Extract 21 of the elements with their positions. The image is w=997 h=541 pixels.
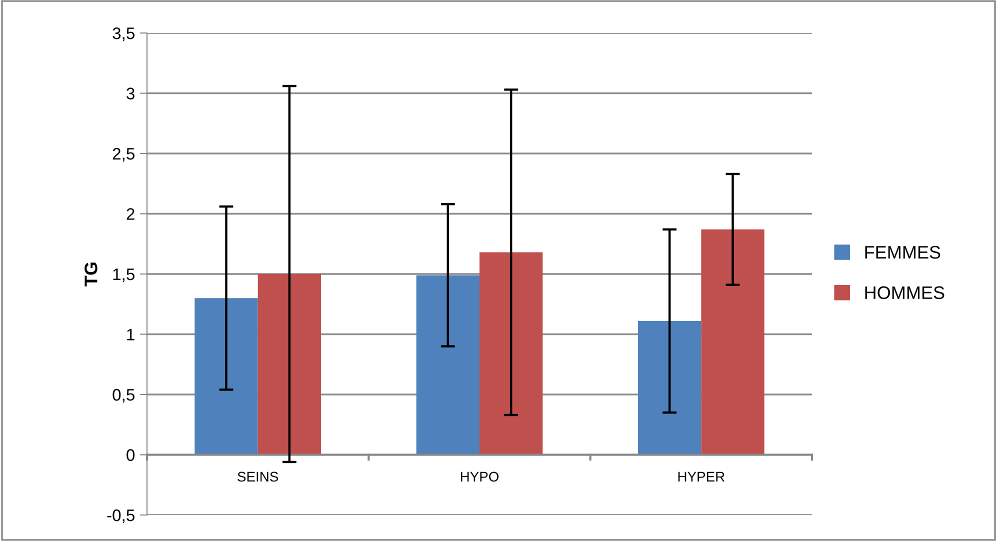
y-tick-label: 1,5 xyxy=(113,268,134,282)
x-tick-label: HYPO xyxy=(460,472,499,482)
legend-label: FEMMES xyxy=(865,246,940,259)
bar xyxy=(638,320,702,455)
y-tick-label: 0 xyxy=(126,449,135,461)
bar xyxy=(258,274,322,455)
y-tick-label: -0,5 xyxy=(107,509,134,524)
bar xyxy=(416,275,480,455)
legend-label: HOMMES xyxy=(865,286,944,300)
y-tick-label: 3,5 xyxy=(112,27,134,42)
bar xyxy=(194,298,258,455)
y-tick-label: 2 xyxy=(126,208,134,220)
y-axis-title: TG xyxy=(84,262,98,286)
x-tick-label: SEINS xyxy=(238,472,278,482)
y-tick-label: 1 xyxy=(127,328,134,340)
bar xyxy=(480,252,543,455)
y-tick-label: 2,5 xyxy=(112,148,134,162)
y-tick-label: 3 xyxy=(126,88,134,100)
y-tick-label: 0,5 xyxy=(112,388,134,403)
x-tick-label: HYPER xyxy=(678,472,724,482)
bar xyxy=(701,229,764,455)
